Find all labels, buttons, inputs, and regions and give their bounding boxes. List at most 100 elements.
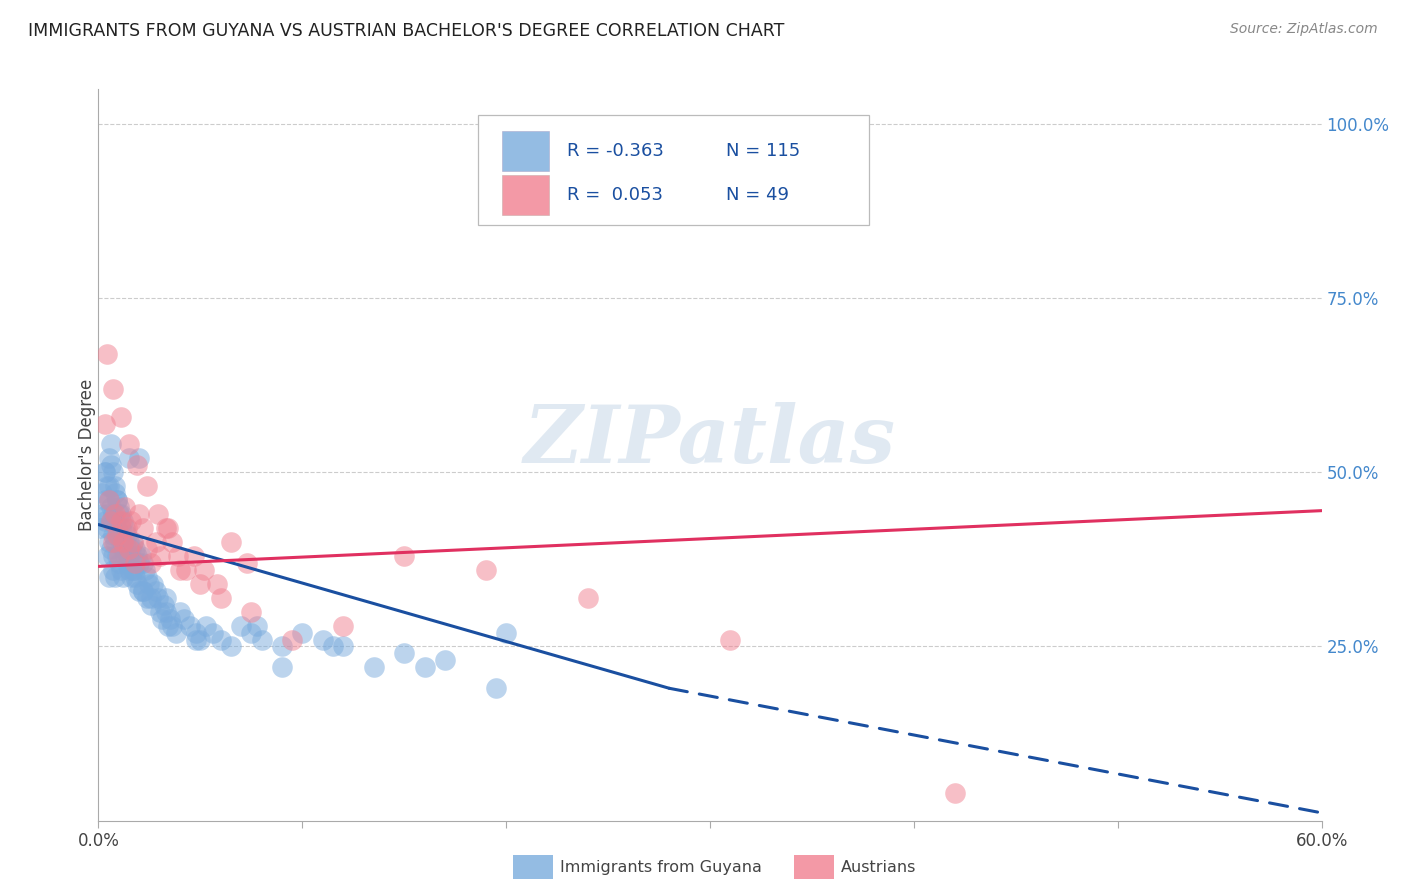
Text: Source: ZipAtlas.com: Source: ZipAtlas.com (1230, 22, 1378, 37)
Point (392, 647, 416, 661)
Point (93, 417, 115, 431)
Point (101, 563, 124, 577)
Point (169, 605, 191, 619)
Point (165, 625, 187, 640)
Point (110, 535, 132, 549)
Point (156, 618, 179, 632)
Point (96, 549, 118, 563)
Point (127, 549, 149, 563)
Point (152, 598, 174, 612)
Point (118, 563, 141, 577)
Point (720, 632, 742, 647)
Point (186, 625, 208, 640)
Point (110, 514, 132, 528)
Text: Austrians: Austrians (841, 860, 917, 874)
Point (155, 605, 177, 619)
Point (108, 549, 131, 563)
Point (142, 576, 165, 591)
Point (332, 618, 354, 632)
Point (120, 541, 142, 556)
Point (576, 591, 599, 605)
Point (114, 500, 136, 515)
Point (169, 563, 191, 577)
Point (188, 632, 212, 647)
Text: R =  0.053: R = 0.053 (567, 186, 662, 204)
Point (174, 563, 197, 577)
Point (110, 409, 132, 424)
Point (93, 514, 115, 528)
Point (236, 556, 259, 570)
Point (312, 632, 335, 647)
FancyBboxPatch shape (502, 131, 548, 171)
Point (136, 570, 159, 584)
Point (132, 556, 155, 570)
Point (93, 466, 115, 480)
Point (122, 563, 145, 577)
Point (100, 458, 122, 473)
Point (105, 528, 128, 542)
Point (128, 507, 150, 521)
Text: N = 115: N = 115 (725, 143, 800, 161)
Point (127, 458, 149, 473)
Point (100, 514, 122, 528)
Point (155, 521, 177, 535)
Point (146, 507, 169, 521)
Point (101, 535, 124, 549)
Point (91, 486, 114, 500)
Point (201, 625, 224, 640)
Point (100, 514, 122, 528)
Point (97, 451, 120, 466)
Point (129, 549, 152, 563)
Point (124, 570, 146, 584)
Text: R = -0.363: R = -0.363 (567, 143, 664, 161)
Point (111, 514, 134, 528)
Point (128, 556, 150, 570)
Point (186, 632, 208, 647)
Point (120, 570, 142, 584)
Point (149, 549, 172, 563)
Point (100, 500, 122, 515)
Point (270, 640, 294, 654)
Point (127, 576, 149, 591)
Point (104, 570, 127, 584)
Y-axis label: Bachelor's Degree: Bachelor's Degree (79, 379, 96, 531)
Point (114, 521, 136, 535)
Point (101, 549, 124, 563)
Point (132, 583, 155, 598)
Point (97, 535, 120, 549)
Point (219, 640, 242, 654)
Point (108, 507, 131, 521)
Point (118, 451, 141, 466)
Point (105, 493, 128, 508)
Point (97, 493, 120, 508)
Point (110, 507, 132, 521)
Point (179, 618, 201, 632)
Point (485, 681, 508, 696)
Point (183, 549, 205, 563)
Point (101, 507, 124, 521)
Point (240, 605, 263, 619)
Point (118, 437, 141, 451)
Point (101, 528, 124, 542)
Point (156, 521, 179, 535)
Point (91, 507, 114, 521)
Point (149, 605, 172, 619)
Point (104, 507, 127, 521)
Point (96, 347, 118, 361)
Point (160, 535, 183, 549)
Point (495, 625, 517, 640)
Point (136, 541, 159, 556)
Point (128, 451, 150, 466)
Point (281, 632, 304, 647)
Point (322, 640, 344, 654)
Point (145, 535, 167, 549)
Text: IMMIGRANTS FROM GUYANA VS AUSTRIAN BACHELOR'S DEGREE CORRELATION CHART: IMMIGRANTS FROM GUYANA VS AUSTRIAN BACHE… (28, 22, 785, 40)
Point (188, 576, 212, 591)
Point (111, 535, 134, 549)
Point (124, 563, 146, 577)
Point (392, 549, 416, 563)
Point (115, 528, 138, 542)
Point (101, 466, 124, 480)
Point (332, 640, 354, 654)
Text: Immigrants from Guyana: Immigrants from Guyana (560, 860, 762, 874)
